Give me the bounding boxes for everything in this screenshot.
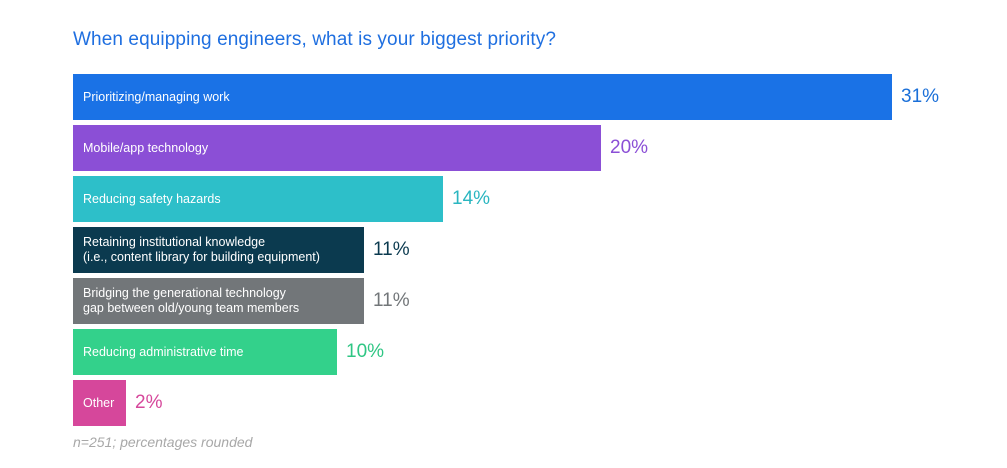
bar-value-label-6: 10%: [346, 341, 385, 362]
bar-value-label-5: 11%: [373, 290, 410, 311]
bar-5: Bridging the generational technology gap…: [73, 278, 364, 324]
bar-2: Mobile/app technology: [73, 125, 601, 171]
chart-title: When equipping engineers, what is your b…: [73, 29, 556, 50]
bar-7: Other: [73, 380, 126, 426]
bar-1: Prioritizing/managing work: [73, 74, 892, 120]
bar-4: Retaining institutional knowledge (i.e.,…: [73, 227, 364, 273]
bar-value-label-3: 14%: [452, 188, 491, 209]
bar-6: Reducing administrative time: [73, 329, 337, 375]
bar-value-label-2: 20%: [610, 137, 649, 158]
footnote: n=251; percentages rounded: [73, 434, 253, 450]
bar-value-label-7: 2%: [135, 392, 163, 413]
bar-value-label-4: 11%: [373, 239, 410, 260]
bar-value-label-1: 31%: [901, 86, 940, 107]
bar-3: Reducing safety hazards: [73, 176, 443, 222]
